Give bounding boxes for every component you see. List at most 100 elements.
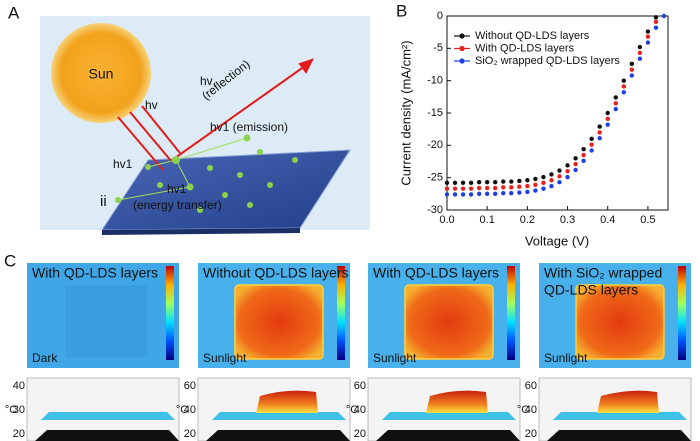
data-point [597, 124, 602, 129]
emission-label: hv1 (emission) [210, 120, 288, 134]
shape [257, 149, 263, 155]
data-point [581, 147, 586, 152]
color-scale [507, 266, 515, 360]
data-point [476, 191, 482, 197]
data-point [573, 161, 578, 167]
y-tick-label: -25 [427, 172, 443, 184]
shape [117, 186, 191, 201]
shape [175, 159, 191, 188]
data-point [468, 192, 474, 197]
hv-label: hv [200, 74, 213, 88]
y-tick-label: -10 [427, 75, 443, 87]
condition-label: Sunlight [373, 351, 417, 365]
x-tick-label: 0.0 [439, 214, 454, 226]
data-point [629, 67, 635, 72]
panel-a: A Sun hv hv (reflection) hv1 (emission) … [8, 3, 370, 235]
panel-label: B [396, 1, 407, 20]
surface-peak [426, 390, 488, 413]
data-point [468, 180, 474, 186]
plate-edge [102, 228, 300, 235]
surface-base [212, 412, 346, 420]
x-tick-label: 0.2 [520, 214, 535, 226]
x-tick-label: 0.1 [480, 214, 495, 226]
shape [172, 156, 180, 164]
shape [115, 197, 121, 203]
color-scale [166, 266, 174, 360]
data-point [444, 192, 450, 197]
data-point [565, 174, 570, 180]
data-point [460, 186, 466, 191]
data-point [444, 180, 450, 186]
data-point [589, 136, 594, 142]
y-tick-label: 0 [437, 10, 443, 22]
data-point [525, 189, 530, 195]
data-point [613, 95, 618, 100]
shape [174, 65, 306, 159]
data-point [653, 19, 659, 25]
legend-label: Without QD-LDS layers [475, 30, 590, 42]
surface-floor [376, 430, 520, 441]
data-point [452, 180, 458, 186]
scale-tick-label: 40 [13, 380, 25, 392]
y-tick-label: -5 [433, 42, 443, 54]
hv1-label: hv1 [167, 182, 187, 196]
shape [197, 207, 203, 213]
data-point [484, 185, 490, 191]
data-point [637, 44, 643, 50]
data-point [533, 182, 538, 187]
data-point [452, 186, 458, 191]
image-caption: With QD-LDS layers [373, 265, 499, 281]
data-point [476, 179, 482, 185]
scale-tick-label: 40 [184, 404, 196, 416]
shape [117, 116, 164, 171]
shape [129, 111, 173, 163]
scale-unit: °C [517, 404, 529, 416]
legend-marker [459, 58, 465, 64]
ii-label: ii [100, 193, 107, 210]
shape [145, 164, 151, 170]
data-point [565, 163, 570, 168]
data-point [589, 142, 594, 147]
color-scale [337, 266, 345, 360]
x-tick-label: 0.5 [640, 214, 655, 226]
data-point [613, 106, 618, 112]
data-point [452, 192, 458, 197]
data-point [605, 110, 610, 116]
scale-tick-label: 60 [354, 380, 366, 392]
data-point [493, 179, 498, 185]
data-point [605, 116, 610, 122]
data-point [476, 185, 482, 191]
data-point [629, 73, 635, 78]
shape [175, 137, 248, 161]
scale-tick-label: 20 [525, 428, 537, 440]
data-point [581, 158, 586, 164]
data-point [613, 101, 618, 106]
surface-peak [597, 390, 659, 413]
y-tick-label: -15 [427, 107, 443, 119]
scale-tick-label: 40 [354, 404, 366, 416]
data-point [629, 61, 635, 67]
data-point [645, 40, 651, 45]
data-point [533, 188, 538, 193]
scale-tick-label: 60 [184, 380, 196, 392]
scale-unit: °C [346, 404, 358, 416]
data-point [605, 122, 610, 127]
hot-sample [234, 284, 324, 360]
data-point [565, 169, 570, 174]
condition-label: Sunlight [544, 351, 588, 365]
scale-tick-label: 20 [354, 428, 366, 440]
shape [247, 202, 253, 208]
data-point [517, 190, 522, 195]
shape [243, 134, 251, 142]
shape [267, 182, 273, 188]
data-point [501, 185, 506, 190]
image-caption: With QD-LDS layers [32, 265, 158, 281]
hv-label: hv [145, 98, 158, 112]
data-point [573, 167, 578, 173]
shape [207, 165, 213, 171]
hv1-label: hv1 [113, 157, 133, 171]
data-point [493, 191, 498, 197]
data-point [549, 183, 554, 189]
shape [186, 183, 194, 191]
